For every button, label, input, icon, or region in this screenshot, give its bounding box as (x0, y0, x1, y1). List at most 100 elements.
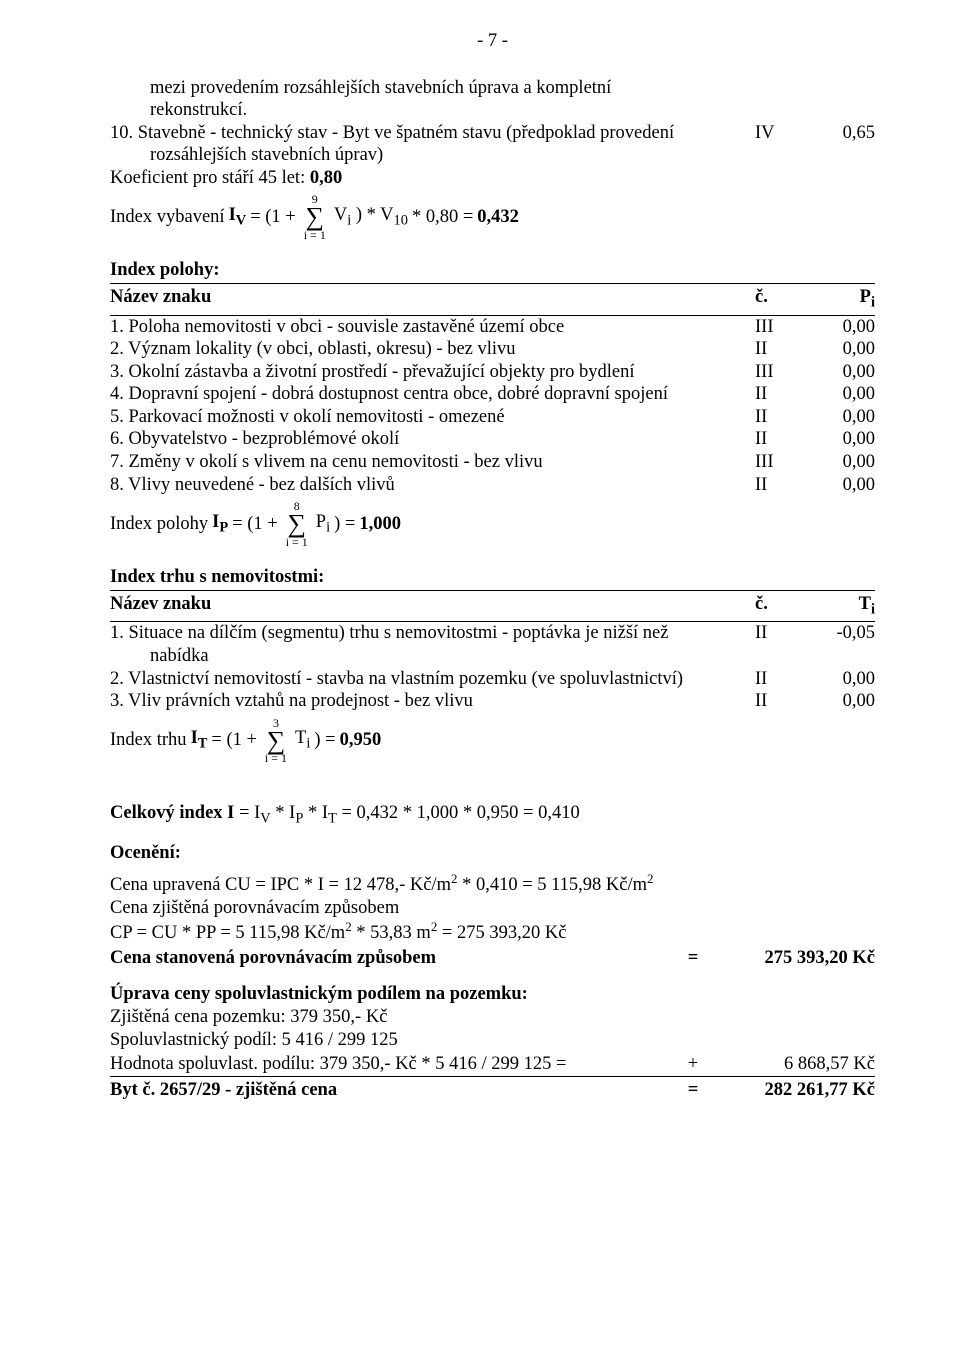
item-10-text-1: 10. Stavebně - technický stav - Byt ve š… (110, 122, 755, 145)
uprava-l4-val: 282 261,77 Kč (705, 1079, 875, 1102)
celkovy-label: Celkový index I (110, 803, 234, 823)
uprava-l3-val: 6 868,57 Kč (705, 1053, 875, 1077)
sigma-symbol: ∑ (306, 205, 325, 228)
poloha-row: 6. Obyvatelstvo - bezproblémové okolíII0… (110, 428, 875, 451)
oceneni-total-label: Cena stanovená porovnávacím způsobem (110, 947, 681, 970)
iv-result: 0,432 (477, 206, 519, 229)
sigma-bot: i = 1 (265, 752, 287, 764)
iv-symbol: IV (229, 204, 247, 230)
poloha-row-v: 0,00 (815, 406, 875, 429)
trh-row: 1. Situace na dílčím (segmentu) trhu s n… (110, 622, 875, 645)
trh-hdr-v: Ti (815, 593, 875, 619)
intro-line-1: mezi provedením rozsáhlejších stavebních… (150, 77, 875, 100)
uprava-l1: Zjištěná cena pozemku: 379 350,- Kč (110, 1006, 875, 1029)
trh-row: 3. Vliv právních vztahů na prodejnost - … (110, 690, 875, 713)
sigma-symbol: ∑ (267, 729, 286, 752)
iv-prefix: Index vybavení (110, 206, 225, 229)
poloha-row-c: II (755, 338, 815, 361)
intro-line-2: rekonstrukcí. (150, 99, 875, 122)
uprava-l3-row: Hodnota spoluvlast. podílu: 379 350,- Kč… (110, 1053, 875, 1077)
uprava-l2: Spoluvlastnický podíl: 5 416 / 299 125 (110, 1029, 875, 1052)
celkovy-line: Celkový index I = IV * IP * IT = 0,432 *… (110, 802, 875, 828)
trh-body: 1. Situace na dílčím (segmentu) trhu s n… (110, 622, 875, 712)
intro-block: mezi provedením rozsáhlejších stavebních… (110, 77, 875, 122)
trh-row-c: II (755, 622, 815, 645)
poloha-row: 2. Význam lokality (v obci, oblasti, okr… (110, 338, 875, 361)
oceneni-l2: Cena zjištěná porovnávacím způsobem (110, 897, 875, 920)
iv-after: Vi ) * V10 (334, 204, 408, 230)
uprava-l4-label: Byt č. 2657/29 - zjištěná cena (110, 1079, 681, 1102)
sigma-symbol: ∑ (287, 512, 306, 535)
trh-hdr-c: č. (755, 593, 815, 619)
it-after: Ti (295, 727, 310, 753)
ip-after: Pi (316, 511, 330, 537)
trh-heading: Index trhu s nemovitostmi: (110, 566, 875, 589)
uprava-l3-sign: + (681, 1053, 705, 1077)
document-page: - 7 - mezi provedením rozsáhlejších stav… (0, 0, 960, 1345)
celkovy-rest: = IV * IP * IT = 0,432 * 1,000 * 0,950 =… (234, 803, 579, 823)
poloha-row: 7. Změny v okolí s vlivem na cenu nemovi… (110, 451, 875, 474)
it-symbol: IT (191, 727, 208, 753)
trh-row-c: II (755, 668, 815, 691)
trh-row-text: 1. Situace na dílčím (segmentu) trhu s n… (110, 622, 755, 645)
ip-prefix: Index polohy (110, 513, 208, 536)
trh-row-v: 0,00 (815, 668, 875, 691)
it-prefix: Index trhu (110, 729, 187, 752)
poloha-row: 5. Parkovací možnosti v okolí nemovitost… (110, 406, 875, 429)
iv-formula: Index vybavení IV = (1 + 9 ∑ i = 1 Vi ) … (110, 193, 875, 240)
sigma-icon: 9 ∑ i = 1 (304, 193, 326, 240)
oceneni-total-row: Cena stanovená porovnávacím způsobem = 2… (110, 947, 875, 970)
sigma-icon: 8 ∑ i = 1 (286, 500, 308, 547)
trh-row-v: -0,05 (815, 622, 875, 645)
ip-symbol: IP (212, 511, 228, 537)
oceneni-l3: CP = CU * PP = 5 115,98 Kč/m2 * 53,83 m2… (110, 919, 875, 945)
oceneni-l1b: * 0,410 = 5 115,98 Kč/m (457, 875, 647, 895)
poloha-row-text: 1. Poloha nemovitosti v obci - souvisle … (110, 316, 755, 339)
oceneni-l1: Cena upravená CU = IPC * I = 12 478,- Kč… (110, 871, 875, 897)
trh-row-cont: nabídka (110, 645, 875, 668)
poloha-heading: Index polohy: (110, 259, 875, 282)
oceneni-l3c: = 275 393,20 Kč (437, 923, 566, 943)
it-tail: ) = (314, 729, 335, 752)
trh-header-row: Název znaku č. Ti (110, 590, 875, 622)
poloha-row-v: 0,00 (815, 361, 875, 384)
poloha-row-v: 0,00 (815, 428, 875, 451)
ip-result: 1,000 (359, 513, 401, 536)
poloha-row-text: 8. Vlivy neuvedené - bez dalších vlivů (110, 474, 755, 497)
poloha-row-v: 0,00 (815, 383, 875, 406)
oceneni-l3b: * 53,83 m (352, 923, 431, 943)
poloha-header-row: Název znaku č. Pi (110, 283, 875, 315)
uprava-l4-row: Byt č. 2657/29 - zjištěná cena = 282 261… (110, 1079, 875, 1102)
poloha-row-text: 3. Okolní zástavba a životní prostředí -… (110, 361, 755, 384)
it-formula: Index trhu IT = (1 + 3 ∑ i = 1 Ti ) = 0,… (110, 717, 875, 764)
item-10-row: 10. Stavebně - technický stav - Byt ve š… (110, 122, 875, 145)
poloha-hdr-name: Název znaku (110, 286, 755, 312)
oceneni-total-eq: = (681, 947, 705, 970)
oceneni-l3a: CP = CU * PP = 5 115,98 Kč/m (110, 923, 345, 943)
poloha-row: 3. Okolní zástavba a životní prostředí -… (110, 361, 875, 384)
poloha-row-c: III (755, 316, 815, 339)
poloha-hdr-v: Pi (815, 286, 875, 312)
trh-hdr-name: Název znaku (110, 593, 755, 619)
item-10-text-2: rozsáhlejších stavebních úprav) (110, 144, 875, 167)
poloha-row-text: 5. Parkovací možnosti v okolí nemovitost… (110, 406, 755, 429)
page-number: - 7 - (110, 30, 875, 53)
poloha-row-c: II (755, 428, 815, 451)
uprava-l4-sign: = (681, 1079, 705, 1102)
poloha-row: 1. Poloha nemovitosti v obci - souvisle … (110, 316, 875, 339)
it-result: 0,950 (340, 729, 382, 752)
item-10-col-c: IV (755, 122, 815, 145)
iv-tail: * 0,80 = (412, 206, 473, 229)
iv-mid: = (1 + (250, 206, 296, 229)
oceneni-l1a: Cena upravená CU = IPC * I = 12 478,- Kč… (110, 875, 451, 895)
poloha-row-v: 0,00 (815, 451, 875, 474)
poloha-body: 1. Poloha nemovitosti v obci - souvisle … (110, 316, 875, 497)
poloha-row-c: III (755, 451, 815, 474)
oceneni-total-val: 275 393,20 Kč (705, 947, 875, 970)
poloha-row-text: 4. Dopravní spojení - dobrá dostupnost c… (110, 383, 755, 406)
sigma-bot: i = 1 (286, 536, 308, 548)
poloha-row-c: II (755, 383, 815, 406)
poloha-row-v: 0,00 (815, 474, 875, 497)
sigma-icon: 3 ∑ i = 1 (265, 717, 287, 764)
uprava-heading: Úprava ceny spoluvlastnickým podílem na … (110, 983, 875, 1006)
